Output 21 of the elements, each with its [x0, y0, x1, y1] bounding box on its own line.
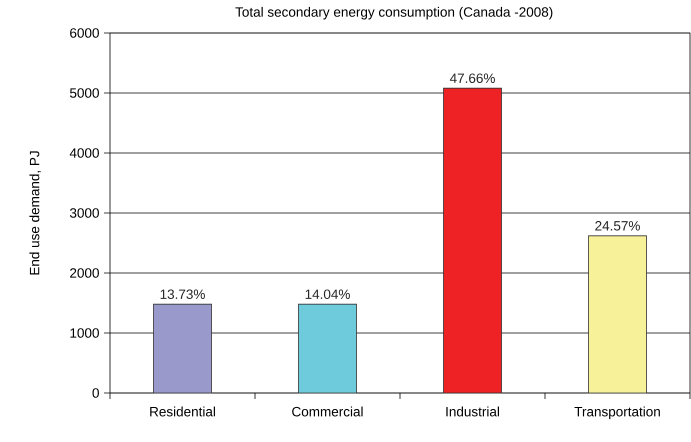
chart-title: Total secondary energy consumption (Canada -2008): [235, 6, 552, 20]
bar: [443, 88, 502, 394]
y-tick-label: 3000: [70, 208, 99, 218]
annotation: 14.04%: [306, 289, 350, 299]
bar: [588, 235, 647, 394]
y-tick-label: 4000: [70, 148, 99, 158]
annotation: 24.57%: [595, 221, 640, 231]
x-tick-label: Residential: [150, 406, 215, 416]
bar: [153, 304, 212, 394]
bar: [298, 304, 357, 394]
annotation: 47.66%: [450, 73, 495, 83]
x-tick-label: Industrial: [446, 406, 499, 416]
y-tick-label: 2000: [70, 268, 99, 278]
y-tick-label: 5000: [70, 88, 99, 98]
x-tick-label: Transportation: [574, 406, 660, 420]
annotation: 13.73%: [160, 289, 205, 299]
y-tick-label: 6000: [70, 28, 99, 38]
y-tick-label: 0: [92, 388, 99, 398]
y-tick-label: 1000: [70, 328, 99, 338]
x-tick-label: Commercial: [292, 406, 363, 416]
y-axis-title: End use demand, PJ: [29, 151, 41, 275]
